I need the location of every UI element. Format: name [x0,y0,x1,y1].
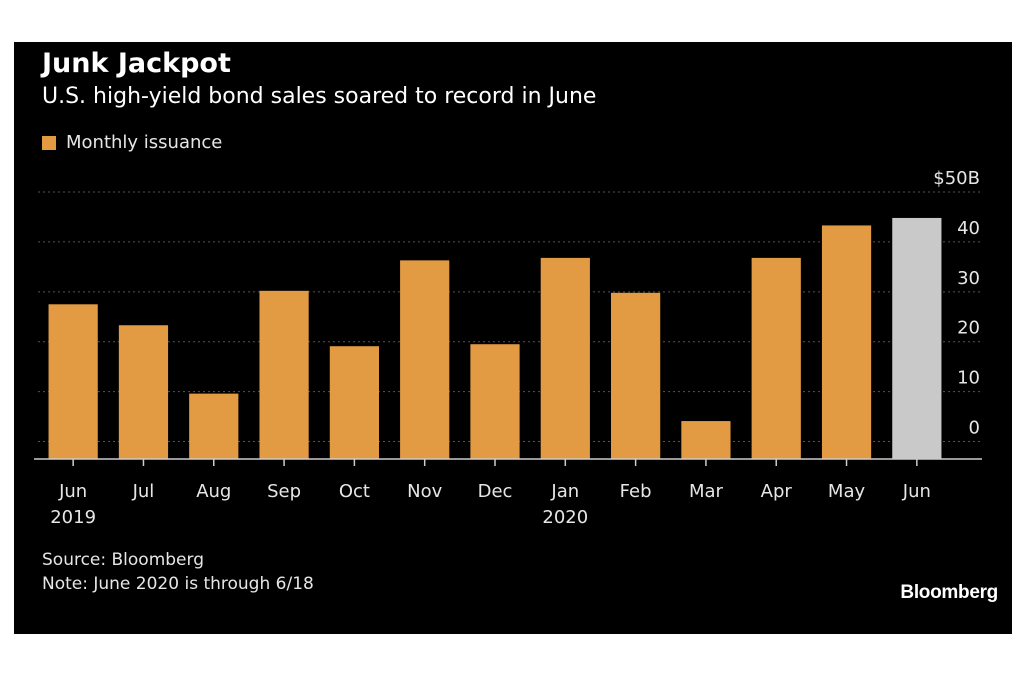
x-tick-label: Jul [132,481,155,502]
bar [611,292,661,459]
y-tick-label: 20 [957,318,980,339]
x-tick-label: Jan [550,481,579,502]
chart-panel: Junk Jackpot U.S. high-yield bond sales … [14,42,1012,634]
y-tick-label: 0 [969,418,980,439]
bar [892,217,942,459]
y-tick-label: 10 [957,368,980,389]
bar-chart: Jun 2019 Jul Aug Sep Oct Nov Dec Jan 2020 Feb Mar Ap… [34,168,982,528]
bar [329,346,379,459]
x-tick-label: Feb [620,481,652,502]
chart-subtitle: U.S. high-yield bond sales soared to rec… [42,84,597,109]
x-tick-label: Jun [58,481,87,502]
x-tick-label: Aug [196,481,231,502]
bar [259,290,309,459]
x-tick-label: Apr [761,481,793,502]
x-tick-label: May [828,481,866,502]
x-tick-label: Sep [267,481,301,502]
source-text: Source: Bloomberg [42,550,204,570]
x-tick-label: Dec [478,481,513,502]
y-tick-label: 40 [957,218,980,239]
bar [681,421,731,459]
y-tick-label: $50B [933,168,980,189]
bar [118,325,169,459]
bloomberg-logo: Bloomberg [900,582,998,603]
bar [540,257,590,459]
x-year-label: 2019 [50,507,96,528]
x-year-label: 2020 [542,507,588,528]
bar [48,304,98,459]
bar [751,257,801,459]
bar [189,393,239,459]
bar [470,344,520,459]
y-tick-label: 30 [957,268,980,289]
legend: Monthly issuance [42,132,222,153]
x-tick-label: Oct [339,481,370,502]
x-tick-label: Nov [407,481,442,502]
legend-label: Monthly issuance [66,132,223,153]
x-tick-label: Mar [689,481,724,502]
x-tick-label: Jun [902,481,931,502]
bar [400,260,450,459]
legend-swatch [42,135,56,150]
bar [821,225,872,459]
note-text: Note: June 2020 is through 6/18 [42,574,314,594]
chart-title: Junk Jackpot [42,48,231,79]
